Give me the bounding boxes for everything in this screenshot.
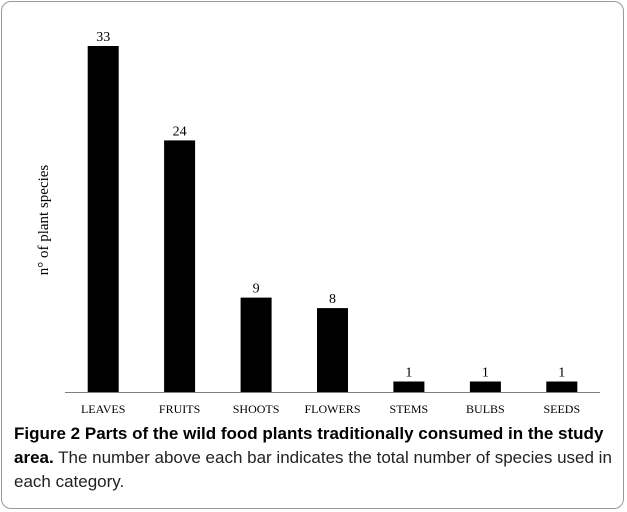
data-label-flowers: 8 [329, 292, 336, 307]
data-label-fruits: 24 [173, 124, 187, 139]
y-axis-label: n° of plant species [36, 165, 52, 276]
figure-description: The number above each bar indicates the … [14, 448, 612, 491]
bar-flowers [317, 308, 348, 392]
x-tick-label-flowers: FLOWERS [304, 402, 360, 416]
figure-label: Figure 2 [14, 424, 81, 443]
x-tick-label-bulbs: BULBS [466, 402, 505, 416]
bar-seeds [546, 381, 578, 392]
bar-shoots [240, 297, 272, 392]
bar-leaves [87, 46, 119, 392]
data-label-shoots: 9 [253, 282, 260, 297]
data-label-leaves: 33 [96, 30, 110, 45]
figure-title: Parts of the wild food plants traditiona… [14, 424, 604, 467]
x-tick-label-stems: STEMS [390, 402, 429, 416]
bar-stems [393, 381, 425, 392]
x-tick-label-fruits: FRUITS [159, 402, 200, 416]
bars-layer: 33 24 9 8 1 1 1 [87, 30, 578, 392]
data-label-bulbs: 1 [482, 366, 489, 381]
data-label-seeds: 1 [558, 366, 565, 381]
data-label-stems: 1 [405, 366, 412, 381]
bar-bulbs [469, 381, 501, 392]
x-tick-label-seeds: SEEDS [543, 402, 580, 416]
x-tick-label-leaves: LEAVES [81, 402, 125, 416]
figure-caption: Figure 2 Parts of the wild food plants t… [14, 422, 614, 494]
x-tick-labels: LEAVES FRUITS SHOOTS FLOWERS STEMS BULBS SEEDS [81, 402, 580, 416]
x-tick-label-shoots: SHOOTS [233, 402, 280, 416]
bar-chart: n° of plant species 33 24 9 8 1 1 1 LEAVES FRUI… [36, 30, 600, 416]
bar-fruits [164, 140, 196, 392]
